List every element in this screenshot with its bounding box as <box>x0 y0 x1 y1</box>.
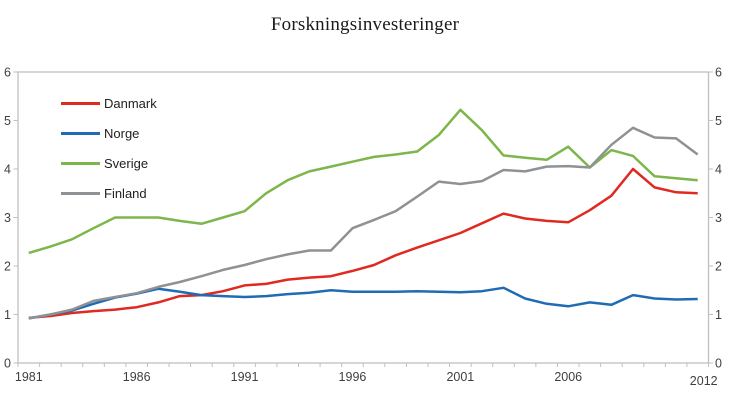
series-line-finland <box>28 126 699 320</box>
y-axis-label-right: 3 <box>715 211 722 225</box>
legend-item-danmark: Danmark <box>61 88 157 118</box>
legend-label: Danmark <box>104 95 157 111</box>
x-axis-label: 2012 <box>690 374 718 388</box>
y-axis-label-right: 0 <box>715 357 722 371</box>
legend-swatch-danmark <box>61 101 100 105</box>
x-axis-label: 2006 <box>554 370 582 384</box>
x-axis-label: 2001 <box>446 370 474 384</box>
y-axis-label-right: 1 <box>715 308 722 322</box>
x-axis-label: 1996 <box>339 370 367 384</box>
y-axis-label-left: 2 <box>4 260 11 274</box>
legend-label: Norge <box>104 125 140 141</box>
legend-swatch-finland <box>61 191 100 195</box>
x-axis-label: 1986 <box>123 370 151 384</box>
legend-swatch-norge <box>61 131 100 135</box>
series-line-sverige <box>28 108 698 255</box>
y-axis-label-left: 0 <box>4 357 11 371</box>
x-axis-label: 1991 <box>231 370 259 384</box>
y-axis-label-right: 2 <box>715 260 722 274</box>
legend-item-sverige: Sverige <box>61 148 157 178</box>
x-axis-label: 1981 <box>15 370 43 384</box>
y-axis-label-right: 5 <box>715 114 722 128</box>
chart-title: Forskningsinvesteringer <box>270 14 460 35</box>
y-axis-label-right: 6 <box>715 66 722 80</box>
legend-item-norge: Norge <box>61 118 157 148</box>
y-axis-label-right: 4 <box>715 163 722 177</box>
legend-item-finland: Finland <box>61 178 157 208</box>
y-axis-label-left: 3 <box>4 211 11 225</box>
y-axis-label-left: 5 <box>4 114 11 128</box>
series-line-norge <box>28 286 698 320</box>
legend-swatch-sverige <box>61 161 100 165</box>
legend-label: Sverige <box>104 155 149 171</box>
y-axis-label-left: 1 <box>4 308 11 322</box>
chart-legend: Danmark Norge Sverige Finland <box>61 88 157 208</box>
legend-label: Finland <box>104 185 147 201</box>
y-axis-label-left: 6 <box>4 66 11 80</box>
y-axis-label-left: 4 <box>4 163 11 177</box>
series-line-danmark <box>28 167 698 320</box>
